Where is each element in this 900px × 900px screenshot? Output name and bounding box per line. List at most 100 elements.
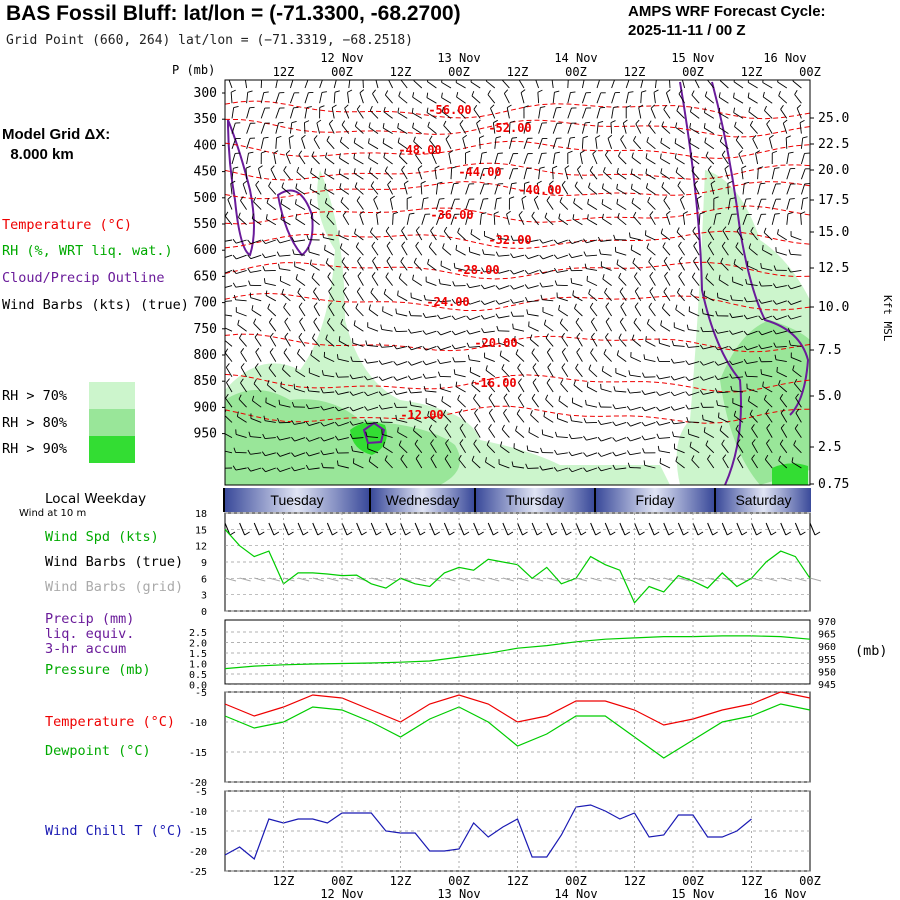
wind-barb (674, 326, 685, 332)
wind-barb (549, 183, 554, 195)
wind-barb-flag (458, 454, 462, 460)
wind-barb-flag (535, 74, 539, 77)
wind-barb (793, 383, 802, 393)
wind-barb (523, 138, 528, 149)
wind-barb (506, 214, 510, 225)
wind-barb-flag (412, 274, 415, 280)
wind-barb (488, 412, 496, 423)
wind-barb-flag (390, 195, 395, 200)
wind-barb (266, 218, 277, 226)
cloud-outline-5 (362, 421, 386, 445)
wind-barb (638, 107, 642, 119)
surface-wind-barb (370, 522, 377, 536)
wind-barb (401, 169, 408, 180)
wind-barb (518, 214, 525, 226)
wind-barb-flag (233, 106, 239, 108)
wind-barb (337, 391, 349, 395)
wind-barb-flag (568, 253, 573, 258)
wind-barb-flag (378, 404, 383, 410)
wind-barb (517, 367, 525, 378)
wind-barb (425, 281, 437, 287)
wind-barb (586, 404, 598, 408)
wind-barb (516, 413, 525, 423)
wind-barb (559, 201, 569, 210)
wind-barb-flag (378, 360, 383, 365)
wind-barb-flag (481, 212, 487, 215)
wind-barb (542, 239, 554, 244)
wind-barb-flag (291, 236, 295, 242)
wind-barb (356, 200, 364, 210)
wind-barb-flag (577, 165, 582, 170)
wind-barb (644, 406, 656, 412)
wind-barb (556, 436, 568, 439)
wind-barb-flag (473, 104, 478, 110)
temperature-contour-label: -36.00 (430, 208, 473, 222)
wind-barb (458, 413, 466, 423)
wind-barb (542, 285, 554, 288)
wind-barb (751, 428, 758, 438)
wind-barb (779, 443, 788, 454)
wind-barb (572, 295, 583, 302)
wind-barb (742, 198, 747, 210)
wind-barb (663, 291, 671, 302)
top-hour-label: 12Z (390, 65, 412, 79)
wind-barb-flag (561, 363, 566, 368)
wind-barb-flag (334, 406, 339, 412)
y-tick-label: -25 (189, 867, 207, 878)
wind-barb (231, 153, 236, 165)
wind-barb (587, 218, 598, 226)
wind-barb (383, 111, 393, 119)
wind-barb-flag (247, 267, 251, 273)
wind-barb (688, 391, 700, 396)
wind-barb-flag (705, 151, 709, 157)
wind-barb-flag (313, 135, 318, 140)
wind-barb (561, 184, 569, 195)
wind-barb-flag (232, 282, 237, 288)
wind-barb (354, 125, 364, 134)
bottom-hour-label: 00Z (682, 874, 704, 888)
wind-barb-flag (612, 451, 617, 457)
wind-barb (235, 239, 247, 244)
wind-barb (450, 168, 453, 180)
wind-barb (260, 123, 266, 134)
wind-barb-flag (699, 376, 704, 381)
wind-barb-flag (749, 120, 754, 126)
wind-barb (707, 230, 715, 241)
wind-barb-flag (620, 135, 625, 140)
wind-barb (295, 203, 306, 210)
wind-barb (581, 107, 587, 119)
wind-barb (675, 126, 685, 134)
temperature-contour (225, 118, 810, 138)
wind-barb-flag (261, 253, 266, 258)
wind-barb (251, 309, 262, 317)
wind-barb (561, 351, 569, 362)
wind-barb-flag (788, 340, 791, 346)
wind-barb (385, 230, 393, 241)
wind-barb (319, 92, 323, 104)
wind-barb-flag (471, 91, 475, 97)
wind-barb (800, 168, 806, 180)
wind-barb-flag (417, 165, 423, 170)
wind-barb (348, 80, 351, 89)
wind-barb (265, 295, 277, 302)
wind-barb (273, 153, 277, 165)
wind-barb-flag (353, 137, 356, 143)
wind-barb-flag (610, 120, 616, 124)
wind-barb-flag (268, 317, 273, 323)
wind-barb (587, 386, 598, 393)
wind-barb (498, 342, 510, 347)
wind-barb (445, 138, 452, 150)
wind-barb-flag (426, 107, 429, 113)
pressure-tick-label: 900 (194, 400, 217, 415)
wind-barb (707, 169, 715, 180)
wind-barb (250, 269, 262, 273)
wind-barb-flag (603, 167, 606, 173)
top-hour-label: 00Z (799, 65, 821, 79)
wind-barb-flag (262, 75, 267, 77)
wind-barb (791, 357, 802, 363)
wind-barb (682, 213, 686, 225)
wind-barb (707, 458, 715, 469)
wind-barb-flag (261, 239, 266, 244)
wind-barb (454, 267, 466, 271)
